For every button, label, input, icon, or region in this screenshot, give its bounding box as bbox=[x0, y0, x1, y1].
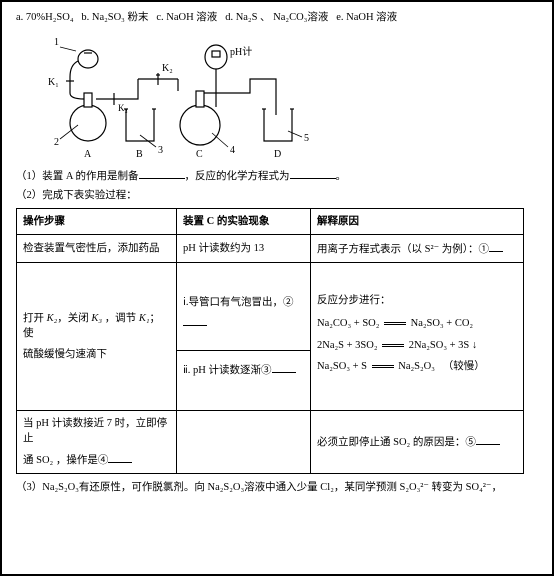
blank-circle-4 bbox=[108, 451, 132, 463]
cell-r3c1: 当 pH 计读数接近 7 时，立即停止 通 SO₂ ，操作是④ bbox=[17, 411, 177, 474]
blank-circle-3 bbox=[272, 361, 296, 373]
experiment-table: 操作步骤 装置 C 的实验现象 解释原因 检查装置气密性后，添加药品 pH 计读… bbox=[16, 208, 524, 474]
cell-r3c2 bbox=[177, 411, 311, 474]
svg-text:C: C bbox=[196, 149, 203, 159]
chem-b: b. Na₂SO₃ 粉末 bbox=[81, 12, 148, 23]
svg-text:K₂: K₂ bbox=[162, 63, 173, 74]
header-steps: 操作步骤 bbox=[17, 208, 177, 234]
question-2: （2）完成下表实验过程： bbox=[16, 188, 538, 203]
table-row: 打开 K₂，关闭 K₃ ，调节 K₁；使 硫酸缓慢匀速滴下 ⅰ.导管口有气泡冒出… bbox=[17, 263, 524, 411]
cell-r1c1: 检查装置气密性后，添加药品 bbox=[17, 234, 177, 262]
cell-r2c3: 反应分步进行： Na₂CO₃ + SO₂ Na₂SO₃ + CO₂ 2Na₂S … bbox=[311, 263, 524, 411]
svg-text:D: D bbox=[274, 149, 281, 159]
svg-text:3: 3 bbox=[158, 145, 163, 156]
cell-r1c2: pH 计读数约为 13 bbox=[177, 234, 311, 262]
cell-r2c2: ⅰ.导管口有气泡冒出，② ⅱ. pH 计读数逐渐③ bbox=[177, 263, 311, 411]
blank-circle-1 bbox=[489, 240, 503, 252]
apparatus-diagram: K₁ K₃ K₂ pH计 bbox=[40, 31, 538, 159]
svg-text:1: 1 bbox=[54, 37, 59, 48]
svg-text:5: 5 bbox=[304, 133, 309, 144]
blank-q1-a bbox=[139, 167, 185, 179]
cell-r2c1: 打开 K₂，关闭 K₃ ，调节 K₁；使 硫酸缓慢匀速滴下 bbox=[17, 263, 177, 411]
cell-r3c3: 必须立即停止通 SO₂ 的原因是：⑤ bbox=[311, 411, 524, 474]
chem-d: d. Na₂S 、 Na₂CO₃溶液 bbox=[225, 12, 328, 23]
equation-3: Na₂SO₃ + S Na₂S₂O₃ （较慢） bbox=[317, 359, 517, 374]
chem-a: a. 70%H₂SO₄ bbox=[16, 12, 73, 23]
table-row: 检查装置气密性后，添加药品 pH 计读数约为 13 用离子方程式表示（以 S²⁻… bbox=[17, 234, 524, 262]
svg-text:K₁: K₁ bbox=[48, 77, 59, 88]
equation-2: 2Na₂S + 3SO₂ 2Na₂SO₃ + 3S ↓ bbox=[317, 338, 517, 353]
question-1: （1）装置 A 的作用是制备，反应的化学方程式为。 bbox=[16, 167, 538, 184]
svg-text:4: 4 bbox=[230, 145, 235, 156]
chemical-list: a. 70%H₂SO₄ b. Na₂SO₃ 粉末 c. NaOH 溶液 d. N… bbox=[16, 10, 538, 25]
svg-text:A: A bbox=[84, 149, 92, 159]
svg-text:2: 2 bbox=[54, 137, 59, 148]
chem-e: e. NaOH 溶液 bbox=[336, 12, 397, 23]
table-row: 当 pH 计读数接近 7 时，立即停止 通 SO₂ ，操作是④ 必须立即停止通 … bbox=[17, 411, 524, 474]
cell-r1c3: 用离子方程式表示（以 S²⁻ 为例）：① bbox=[311, 234, 524, 262]
question-3: （3）Na₂S₂O₃有还原性，可作脱氯剂。向 Na₂S₂O₃溶液中通入少量 Cl… bbox=[16, 480, 538, 495]
blank-q1-b bbox=[290, 167, 336, 179]
blank-circle-5 bbox=[476, 433, 500, 445]
svg-text:B: B bbox=[136, 149, 143, 159]
equation-1: Na₂CO₃ + SO₂ Na₂SO₃ + CO₂ bbox=[317, 316, 517, 331]
svg-text:pH计: pH计 bbox=[230, 45, 252, 58]
blank-circle-2 bbox=[183, 314, 207, 326]
header-phenomenon: 装置 C 的实验现象 bbox=[177, 208, 311, 234]
chem-c: c. NaOH 溶液 bbox=[156, 12, 217, 23]
header-explanation: 解释原因 bbox=[311, 208, 524, 234]
table-header-row: 操作步骤 装置 C 的实验现象 解释原因 bbox=[17, 208, 524, 234]
